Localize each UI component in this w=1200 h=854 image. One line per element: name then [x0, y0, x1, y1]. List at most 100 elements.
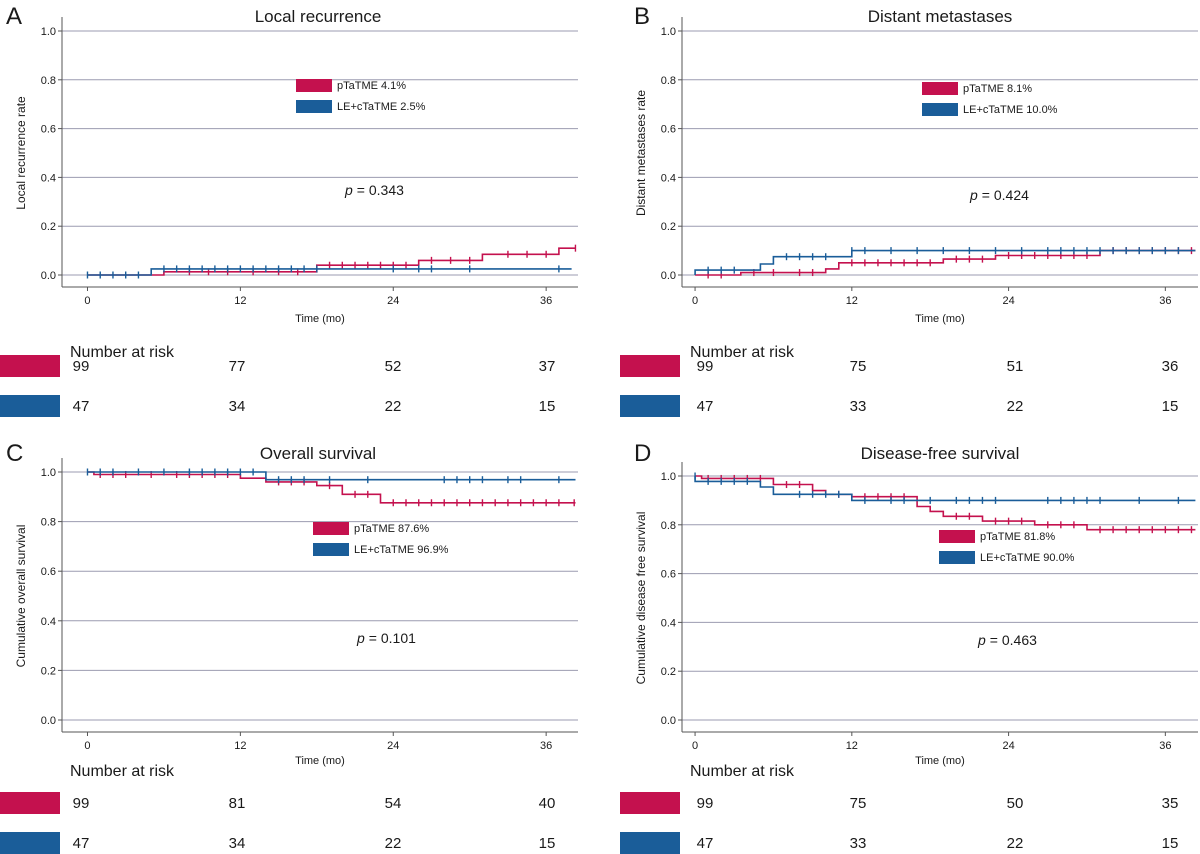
risk-table-title: Number at risk: [690, 763, 795, 780]
risk-count: 22: [385, 398, 402, 415]
y-tick-label: 0.8: [41, 517, 56, 529]
km-curve-le-ctatme: [694, 249, 1196, 275]
legend-swatch: [939, 551, 975, 564]
risk-count: 22: [1007, 835, 1024, 852]
risk-count: 35: [1162, 795, 1179, 812]
legend-swatch: [939, 530, 975, 543]
risk-count: 34: [229, 398, 246, 415]
legend-label: pTaTME 87.6%: [354, 523, 429, 535]
y-tick-label: 0.6: [661, 124, 676, 136]
risk-row-swatch: [620, 355, 680, 377]
panel-letter: C: [6, 440, 23, 467]
y-tick-label: 1.0: [41, 467, 56, 479]
risk-count: 33: [850, 398, 867, 415]
risk-count: 50: [1007, 795, 1024, 812]
y-tick-label: 0.4: [661, 617, 676, 629]
x-tick-label: 24: [387, 740, 399, 752]
x-tick-label: 36: [1159, 295, 1171, 307]
p-symbol: p: [356, 630, 365, 646]
chart-title: Disease-free survival: [861, 444, 1020, 463]
p-symbol: p: [977, 632, 986, 648]
y-tick-label: 1.0: [661, 471, 676, 483]
risk-row-swatch: [0, 832, 60, 854]
panel-letter: B: [634, 3, 650, 30]
risk-count: 37: [539, 358, 556, 375]
x-tick-label: 12: [846, 740, 858, 752]
risk-count: 99: [73, 358, 90, 375]
legend-swatch: [296, 100, 332, 113]
x-tick-label: 24: [387, 295, 399, 307]
y-axis-label: Distant metastases rate: [634, 90, 648, 216]
panel-letter: A: [6, 3, 22, 30]
y-tick-label: 0.0: [41, 715, 56, 727]
legend-label: pTaTME 8.1%: [963, 83, 1032, 95]
panel-letter: D: [634, 440, 651, 467]
risk-count: 81: [229, 795, 246, 812]
y-tick-label: 0.6: [661, 569, 676, 581]
km-curve-le-ctatme: [694, 476, 1196, 502]
y-axis-label: Cumulative disease free survival: [634, 512, 648, 685]
legend-label: pTaTME 4.1%: [337, 80, 406, 92]
y-tick-label: 0.8: [41, 75, 56, 87]
x-axis-label: Time (mo): [295, 755, 345, 767]
p-value-number: = 0.101: [369, 630, 416, 646]
risk-count: 33: [850, 835, 867, 852]
legend-swatch: [296, 79, 332, 92]
x-tick-label: 36: [540, 740, 552, 752]
y-tick-label: 0.8: [661, 75, 676, 87]
risk-table-title: Number at risk: [690, 344, 795, 361]
x-tick-label: 24: [1002, 295, 1014, 307]
risk-count: 15: [539, 835, 556, 852]
y-tick-label: 0.6: [41, 124, 56, 136]
legend-swatch: [313, 522, 349, 535]
km-curve-ptatme: [87, 471, 576, 504]
risk-row-swatch: [620, 832, 680, 854]
p-value: p = 0.101: [356, 630, 416, 646]
x-axis-label: Time (mo): [295, 313, 345, 325]
risk-count: 54: [385, 795, 402, 812]
x-tick-label: 36: [540, 295, 552, 307]
y-tick-label: 0.0: [661, 270, 676, 282]
p-symbol: p: [344, 182, 353, 198]
chart-title: Distant metastases: [868, 7, 1013, 26]
km-curve-ptatme: [695, 249, 1196, 276]
risk-count: 99: [73, 795, 90, 812]
risk-count: 15: [539, 398, 556, 415]
y-axis-label: Cumulative overall survival: [14, 525, 28, 668]
x-tick-label: 0: [84, 740, 90, 752]
risk-table-title: Number at risk: [70, 344, 175, 361]
legend-label: LE+cTaTME 90.0%: [980, 552, 1075, 564]
panel-D: D Disease-free survival 0.0 0.2 0.4 0.6 0.8 1.0…: [620, 440, 1198, 854]
y-tick-label: 0.8: [661, 520, 676, 532]
p-value-number: = 0.424: [982, 187, 1029, 203]
legend-swatch: [922, 82, 958, 95]
risk-count: 47: [697, 835, 714, 852]
risk-count: 47: [697, 398, 714, 415]
y-tick-label: 0.0: [661, 715, 676, 727]
legend-swatch: [313, 543, 349, 556]
y-tick-label: 0.4: [41, 172, 56, 184]
legend-swatch: [922, 103, 958, 116]
p-value-number: = 0.343: [357, 182, 404, 198]
risk-row-swatch: [620, 792, 680, 814]
x-tick-label: 0: [692, 295, 698, 307]
risk-count: 99: [697, 795, 714, 812]
legend-label: LE+cTaTME 96.9%: [354, 544, 449, 556]
x-axis-label: Time (mo): [915, 313, 965, 325]
y-tick-label: 0.2: [661, 666, 676, 678]
y-tick-label: 0.6: [41, 566, 56, 578]
risk-count: 51: [1007, 358, 1024, 375]
x-axis-label: Time (mo): [915, 755, 965, 767]
p-value: p = 0.424: [969, 187, 1029, 203]
chart-title: Local recurrence: [255, 7, 382, 26]
risk-count: 75: [850, 358, 867, 375]
y-tick-label: 0.2: [41, 221, 56, 233]
y-tick-label: 1.0: [661, 26, 676, 38]
legend-label: pTaTME 81.8%: [980, 531, 1055, 543]
y-tick-label: 0.0: [41, 270, 56, 282]
risk-count: 99: [697, 358, 714, 375]
risk-count: 47: [73, 398, 90, 415]
y-axis-label: Local recurrence rate: [14, 96, 28, 210]
x-tick-label: 12: [234, 295, 246, 307]
